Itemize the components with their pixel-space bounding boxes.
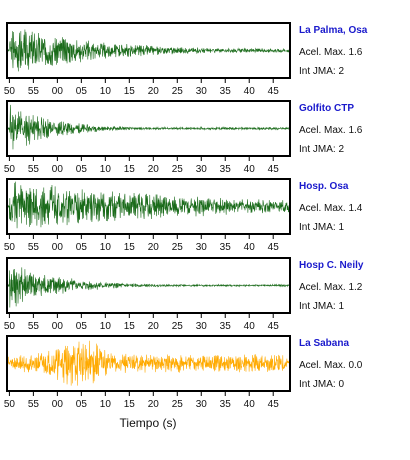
x-tick-label: 15 xyxy=(124,86,136,97)
x-tick-label: 55 xyxy=(28,321,40,332)
x-tick-label: 40 xyxy=(244,86,256,97)
waveform-trace xyxy=(6,29,291,72)
x-tick-label: 55 xyxy=(28,86,40,97)
x-tick-label: 05 xyxy=(76,321,88,332)
x-tick-label: 45 xyxy=(268,242,280,253)
x-tick-label: 35 xyxy=(220,86,232,97)
x-tick-label: 00 xyxy=(52,399,64,410)
x-tick-label: 30 xyxy=(196,164,208,175)
x-tick-label: 45 xyxy=(268,86,280,97)
x-tick-label: 20 xyxy=(148,242,160,253)
x-tick-label: 40 xyxy=(244,242,256,253)
x-tick-label: 35 xyxy=(220,164,232,175)
x-tick-label: 50 xyxy=(4,86,16,97)
int-jma-label: Int JMA: 1 xyxy=(299,222,344,233)
panel-frame xyxy=(6,22,291,79)
x-tick-label: 30 xyxy=(196,321,208,332)
panel-4: 50 55 00 05 10 15 20 25 30 35 40 45 Hosp C. Neily Ace… xyxy=(4,257,364,332)
x-tick-label: 25 xyxy=(172,321,184,332)
x-tick-label: 20 xyxy=(148,321,160,332)
x-tick-label: 00 xyxy=(52,86,64,97)
acel-max-label: Acel. Max. 0.0 xyxy=(299,360,363,371)
int-jma-label: Int JMA: 1 xyxy=(299,301,344,312)
panel-3: 50 55 00 05 10 15 20 25 30 35 40 45 Hosp. Osa Acel. M… xyxy=(4,178,363,253)
x-tick-label: 00 xyxy=(52,164,64,175)
x-tick-label: 55 xyxy=(28,164,40,175)
panel-frame xyxy=(6,335,291,392)
panel-2: 50 55 00 05 10 15 20 25 30 35 40 45 Golfito CTP Acel.… xyxy=(4,100,363,175)
x-tick-label: 00 xyxy=(52,242,64,253)
x-tick-label: 40 xyxy=(244,399,256,410)
x-tick-label: 15 xyxy=(124,242,136,253)
panels: 50 55 00 05 10 15 20 25 30 35 40 45 La Palma, Osa Ace… xyxy=(4,22,368,410)
waveform-trace xyxy=(6,340,291,386)
station-name: La Sabana xyxy=(299,338,349,349)
panel-frame xyxy=(6,178,291,235)
x-tick-label: 40 xyxy=(244,321,256,332)
x-tick-label: 55 xyxy=(28,242,40,253)
x-tick-label: 20 xyxy=(148,86,160,97)
x-tick-label: 25 xyxy=(172,399,184,410)
int-jma-label: Int JMA: 2 xyxy=(299,66,344,77)
x-tick-label: 50 xyxy=(4,399,16,410)
x-tick-label: 15 xyxy=(124,399,136,410)
x-tick-label: 30 xyxy=(196,399,208,410)
x-tick-label: 05 xyxy=(76,86,88,97)
x-tick-label: 10 xyxy=(100,86,112,97)
x-tick-label: 15 xyxy=(124,164,136,175)
acel-max-label: Acel. Max. 1.6 xyxy=(299,47,363,58)
station-name: Hosp. Osa xyxy=(299,181,349,192)
int-jma-label: Int JMA: 2 xyxy=(299,144,344,155)
station-name: Golfito CTP xyxy=(299,103,354,114)
panel-frame xyxy=(6,257,291,314)
acel-max-label: Acel. Max. 1.2 xyxy=(299,282,363,293)
x-tick-label: 25 xyxy=(172,242,184,253)
acel-max-label: Acel. Max. 1.6 xyxy=(299,125,363,136)
x-tick-label: 40 xyxy=(244,164,256,175)
x-tick-label: 05 xyxy=(76,242,88,253)
x-tick-label: 25 xyxy=(172,86,184,97)
x-tick-label: 00 xyxy=(52,321,64,332)
x-tick-label: 10 xyxy=(100,242,112,253)
x-tick-label: 10 xyxy=(100,321,112,332)
x-tick-label: 30 xyxy=(196,86,208,97)
x-tick-label: 25 xyxy=(172,164,184,175)
int-jma-label: Int JMA: 0 xyxy=(299,379,344,390)
x-tick-label: 35 xyxy=(220,242,232,253)
acel-max-label: Acel. Max. 1.4 xyxy=(299,203,363,214)
x-tick-label: 35 xyxy=(220,321,232,332)
station-name: La Palma, Osa xyxy=(299,25,368,36)
x-tick-label: 45 xyxy=(268,164,280,175)
panel-1: 50 55 00 05 10 15 20 25 30 35 40 45 La Palma, Osa Ace… xyxy=(4,22,368,97)
waveform-trace xyxy=(6,104,291,150)
x-tick-label: 30 xyxy=(196,242,208,253)
x-tick-label: 45 xyxy=(268,321,280,332)
waveform-trace xyxy=(6,181,291,229)
x-tick-label: 05 xyxy=(76,399,88,410)
x-tick-label: 35 xyxy=(220,399,232,410)
x-tick-label: 15 xyxy=(124,321,136,332)
x-tick-label: 50 xyxy=(4,321,16,332)
x-tick-label: 45 xyxy=(268,399,280,410)
x-tick-label: 50 xyxy=(4,242,16,253)
panel-5: 50 55 00 05 10 15 20 25 30 35 40 45 La Sabana Acel. M… xyxy=(4,335,363,410)
x-axis-label: Tiempo (s) xyxy=(120,416,177,430)
panel-frame xyxy=(6,100,291,157)
x-tick-label: 55 xyxy=(28,399,40,410)
x-tick-label: 10 xyxy=(100,164,112,175)
station-name: Hosp C. Neily xyxy=(299,260,364,271)
x-tick-label: 20 xyxy=(148,399,160,410)
x-tick-label: 50 xyxy=(4,164,16,175)
x-tick-label: 05 xyxy=(76,164,88,175)
waveform-trace xyxy=(6,267,291,308)
x-tick-label: 20 xyxy=(148,164,160,175)
x-tick-label: 10 xyxy=(100,399,112,410)
